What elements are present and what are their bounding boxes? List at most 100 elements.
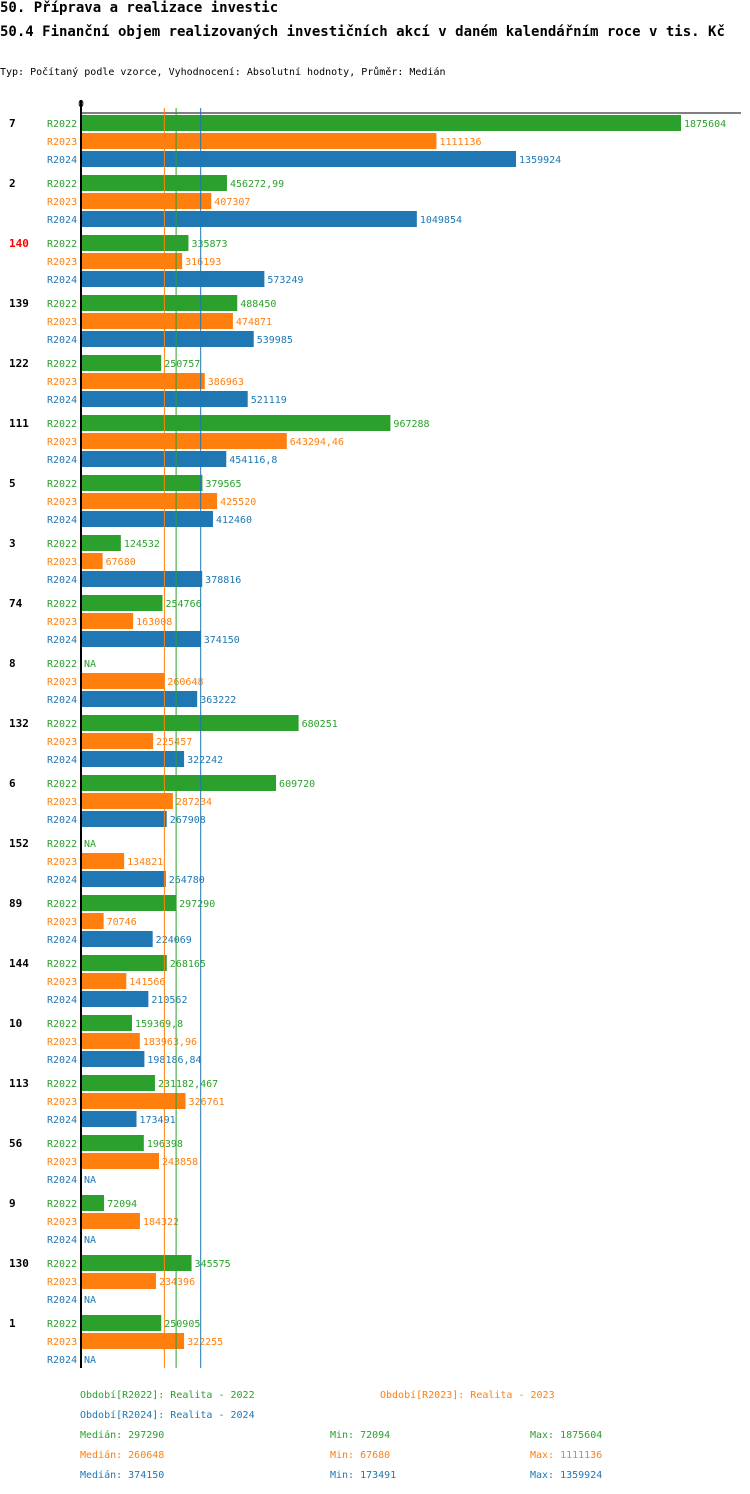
bar-r2022 xyxy=(81,535,121,551)
series-label-r2024: R2024 xyxy=(47,995,77,1006)
legend-period-r2024: Období[R2024]: Realita - 2024 xyxy=(80,1410,255,1421)
data-label-r2023: 260648 xyxy=(167,677,203,688)
series-label-r2024: R2024 xyxy=(47,1055,77,1066)
legend-period-r2022: Období[R2022]: Realita - 2022 xyxy=(80,1390,255,1401)
data-label-r2022: 124532 xyxy=(124,539,160,550)
data-label-r2023: 234396 xyxy=(159,1277,195,1288)
data-label-r2023: 183963,96 xyxy=(143,1037,197,1048)
legend-min-r2024: Min: 173491 xyxy=(330,1470,397,1481)
data-label-r2022: 231182,467 xyxy=(158,1079,218,1090)
data-label-r2023: 407307 xyxy=(214,197,250,208)
series-label-r2022: R2022 xyxy=(47,539,77,550)
bar-r2024 xyxy=(81,631,201,647)
series-label-r2024: R2024 xyxy=(47,335,77,346)
data-label-r2024: 378816 xyxy=(205,575,241,586)
series-label-r2023: R2023 xyxy=(47,1337,77,1348)
series-label-r2022: R2022 xyxy=(47,1019,77,1030)
bar-r2022 xyxy=(81,235,189,251)
category-label: 9 xyxy=(9,1197,16,1210)
series-label-r2023: R2023 xyxy=(47,437,77,448)
bar-r2024 xyxy=(81,331,254,347)
legend-min-r2023: Min: 67680 xyxy=(330,1450,391,1461)
series-label-r2022: R2022 xyxy=(47,1139,77,1150)
category-label: 1 xyxy=(9,1317,16,1330)
data-label-r2024: 1049854 xyxy=(420,215,462,226)
bar-chart: 07R20221875604R20231111136R202413599242R… xyxy=(9,99,741,1368)
bar-r2023 xyxy=(81,493,218,509)
series-label-r2023: R2023 xyxy=(47,1217,77,1228)
bar-r2024 xyxy=(81,151,517,167)
bar-r2023 xyxy=(81,433,287,449)
data-label-r2022: 967288 xyxy=(393,419,429,430)
data-label-r2024: NA xyxy=(84,1355,96,1366)
series-label-r2023: R2023 xyxy=(47,1277,77,1288)
bar-r2024 xyxy=(81,751,185,767)
legend-max-r2023: Max: 1111136 xyxy=(530,1450,603,1461)
series-label-r2022: R2022 xyxy=(47,479,77,490)
data-label-r2023: 1111136 xyxy=(439,137,481,148)
series-label-r2024: R2024 xyxy=(47,215,77,226)
series-label-r2023: R2023 xyxy=(47,1097,77,1108)
data-label-r2022: 159369,8 xyxy=(135,1019,183,1030)
bar-r2023 xyxy=(81,913,104,929)
bar-r2024 xyxy=(81,271,265,287)
bar-r2023 xyxy=(81,613,134,629)
data-label-r2023: 70746 xyxy=(107,917,137,928)
category-label: 139 xyxy=(9,297,29,310)
data-label-r2022: 250757 xyxy=(164,359,200,370)
series-label-r2022: R2022 xyxy=(47,1199,77,1210)
series-label-r2023: R2023 xyxy=(47,557,77,568)
bar-r2024 xyxy=(81,1111,137,1127)
series-label-r2023: R2023 xyxy=(47,257,77,268)
data-label-r2024: 374150 xyxy=(204,635,240,646)
bar-r2024 xyxy=(81,211,417,227)
bar-r2023 xyxy=(81,193,212,209)
legend-max-r2024: Max: 1359924 xyxy=(530,1470,603,1481)
category-label: 152 xyxy=(9,837,29,850)
data-label-r2022: 72094 xyxy=(107,1199,137,1210)
category-label: 5 xyxy=(9,477,16,490)
data-label-r2023: 141566 xyxy=(129,977,165,988)
legend-median-r2024: Medián: 374150 xyxy=(80,1470,165,1481)
series-label-r2023: R2023 xyxy=(47,497,77,508)
series-label-r2022: R2022 xyxy=(47,359,77,370)
bar-r2022 xyxy=(81,715,299,731)
series-label-r2022: R2022 xyxy=(47,599,77,610)
data-label-r2022: 250905 xyxy=(164,1319,200,1330)
series-label-r2022: R2022 xyxy=(47,719,77,730)
data-label-r2022: 1875604 xyxy=(684,119,726,130)
series-label-r2022: R2022 xyxy=(47,1319,77,1330)
series-label-r2024: R2024 xyxy=(47,275,77,286)
category-label: 2 xyxy=(9,177,16,190)
data-label-r2024: 267908 xyxy=(170,815,206,826)
bar-r2024 xyxy=(81,511,213,527)
data-label-r2022: 297290 xyxy=(179,899,215,910)
data-label-r2022: 488450 xyxy=(240,299,276,310)
bar-r2024 xyxy=(81,811,167,827)
bar-r2024 xyxy=(81,1051,145,1067)
legend-min-r2022: Min: 72094 xyxy=(330,1430,391,1441)
bar-r2022 xyxy=(81,355,162,371)
data-label-r2022: 196398 xyxy=(147,1139,183,1150)
bar-r2022 xyxy=(81,1135,144,1151)
bar-r2023 xyxy=(81,313,233,329)
series-label-r2022: R2022 xyxy=(47,779,77,790)
series-label-r2024: R2024 xyxy=(47,575,77,586)
data-label-r2023: 386963 xyxy=(208,377,244,388)
data-label-r2024: 210562 xyxy=(151,995,187,1006)
bar-r2022 xyxy=(81,295,238,311)
data-label-r2023: 643294,46 xyxy=(290,437,344,448)
data-label-r2024: NA xyxy=(84,1295,96,1306)
chart-info: Typ: Počítaný podle vzorce, Vyhodnocení:… xyxy=(0,67,446,78)
data-label-r2022: 680251 xyxy=(302,719,338,730)
chart-subtitle: 50.4 Finanční objem realizovaných invest… xyxy=(0,24,725,40)
series-label-r2023: R2023 xyxy=(47,317,77,328)
series-label-r2024: R2024 xyxy=(47,395,77,406)
data-label-r2023: 134821 xyxy=(127,857,163,868)
bar-r2022 xyxy=(81,955,167,971)
data-label-r2022: 268165 xyxy=(170,959,206,970)
series-label-r2023: R2023 xyxy=(47,1037,77,1048)
bar-r2023 xyxy=(81,1153,160,1169)
bar-r2023 xyxy=(81,1273,156,1289)
data-label-r2023: 316193 xyxy=(185,257,221,268)
